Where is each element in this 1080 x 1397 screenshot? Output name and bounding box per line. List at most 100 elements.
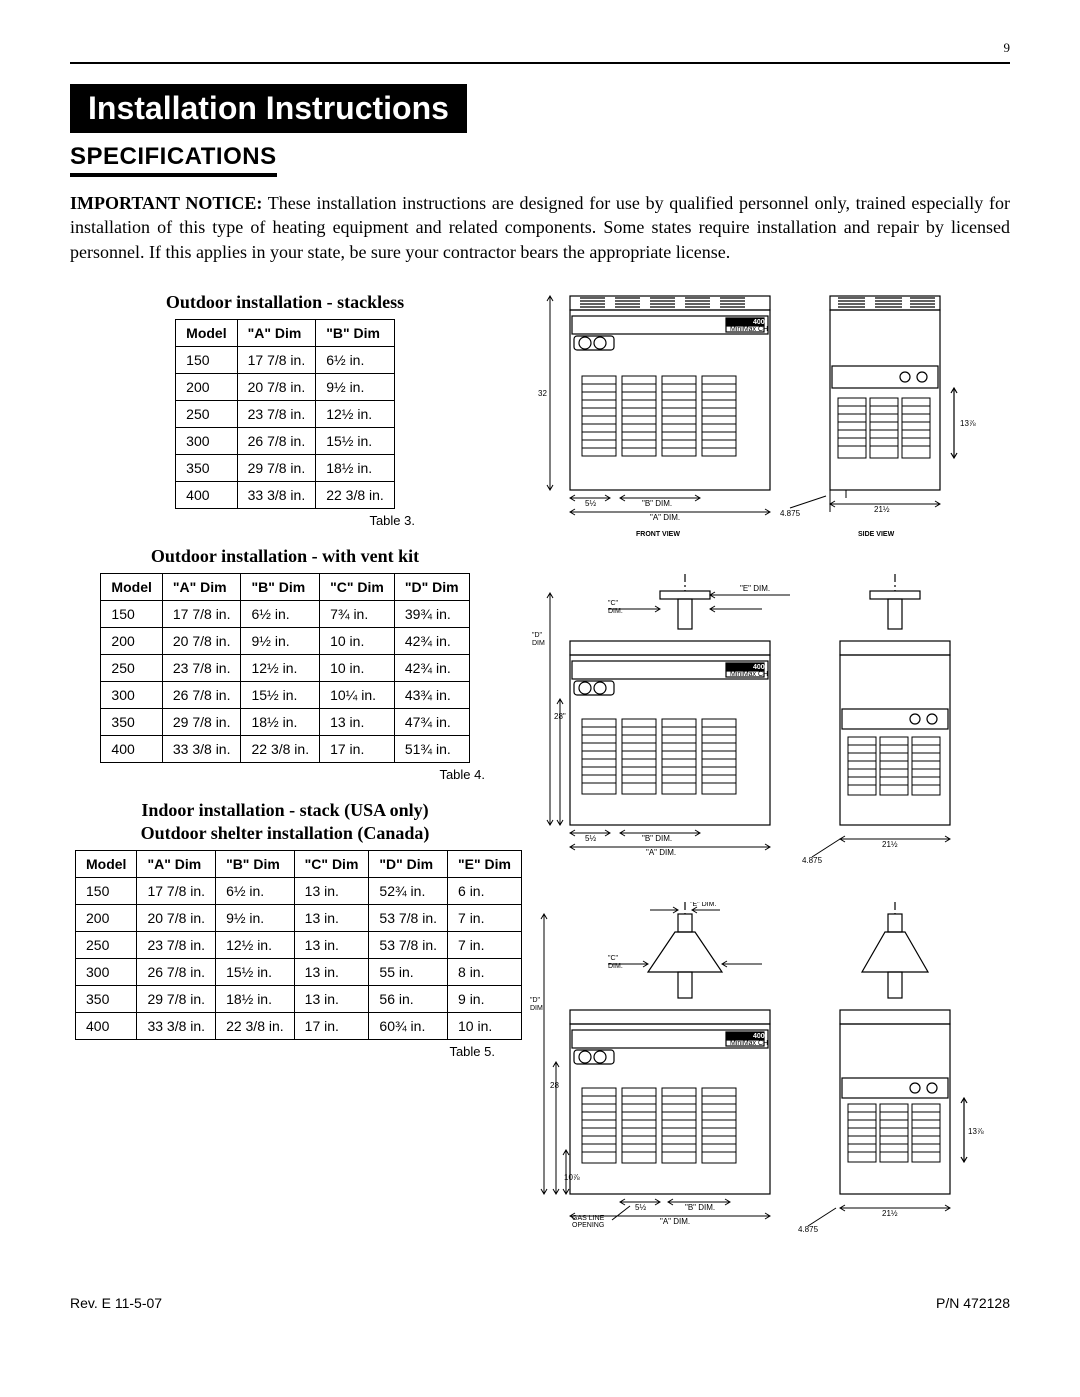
table-cell: 10 in. — [448, 1012, 522, 1039]
table4-caption: Table 4. — [85, 767, 485, 782]
table-cell: 56 in. — [369, 985, 448, 1012]
table-cell: 150 — [76, 877, 137, 904]
table-cell: 18½ in. — [241, 708, 320, 735]
table-cell: 13 in. — [294, 931, 369, 958]
table-cell: 13 in. — [294, 985, 369, 1012]
svg-text:"A" DIM.: "A" DIM. — [646, 848, 676, 857]
table-cell: 20 7/8 in. — [237, 373, 316, 400]
diagram-indoor-stack: "E" DIM. "C"DIM. "D"DIM 28 10⅞ GAS LINEO… — [530, 902, 1010, 1252]
table-cell: 52¾ in. — [369, 877, 448, 904]
table-cell: 12½ in. — [316, 400, 395, 427]
table-cell: 22 3/8 in. — [316, 481, 395, 508]
table-header: "E" Dim — [448, 850, 522, 877]
table-cell: 23 7/8 in. — [162, 654, 241, 681]
table5-title2: Outdoor shelter installation (Canada) — [70, 823, 500, 844]
svg-text:32: 32 — [538, 389, 547, 398]
table-row: 25023 7/8 in.12½ in. — [176, 400, 395, 427]
table-cell: 9½ in. — [216, 904, 295, 931]
footer-pn: P/N 472128 — [936, 1295, 1010, 1311]
table-cell: 26 7/8 in. — [237, 427, 316, 454]
table-cell: 17 in. — [294, 1012, 369, 1039]
table-header: "B" Dim — [216, 850, 295, 877]
table-header: "C" Dim — [294, 850, 369, 877]
svg-text:"B" DIM.: "B" DIM. — [642, 499, 672, 508]
table-row: 20020 7/8 in.9½ in.10 in.42¾ in. — [101, 627, 469, 654]
title-bar: Installation Instructions — [70, 84, 467, 133]
table-cell: 10 in. — [320, 654, 395, 681]
notice-lead: IMPORTANT NOTICE: — [70, 193, 262, 213]
svg-text:21½: 21½ — [882, 1209, 898, 1218]
svg-text:"E" DIM.: "E" DIM. — [740, 584, 770, 593]
table-row: 15017 7/8 in.6½ in.13 in.52¾ in.6 in. — [76, 877, 522, 904]
table-header: "A" Dim — [237, 319, 316, 346]
table-cell: 20 7/8 in. — [162, 627, 241, 654]
table-cell: 200 — [101, 627, 162, 654]
table-cell: 7 in. — [448, 904, 522, 931]
svg-text:OPENING: OPENING — [572, 1222, 604, 1229]
table5-title1: Indoor installation - stack (USA only) — [70, 800, 500, 821]
svg-text:"A" DIM.: "A" DIM. — [660, 1217, 690, 1226]
svg-text:DIM: DIM — [532, 640, 545, 647]
table-row: 25023 7/8 in.12½ in.10 in.42¾ in. — [101, 654, 469, 681]
svg-text:FRONT VIEW: FRONT VIEW — [636, 531, 680, 538]
svg-text:DIM.: DIM. — [608, 963, 623, 970]
table-cell: 6 in. — [448, 877, 522, 904]
table-cell: 39¾ in. — [394, 600, 469, 627]
table-cell: 18½ in. — [216, 985, 295, 1012]
table3-title: Outdoor installation - stackless — [70, 292, 500, 313]
table-header: "A" Dim — [162, 573, 241, 600]
table-cell: 53 7/8 in. — [369, 931, 448, 958]
table3-caption: Table 3. — [155, 513, 415, 528]
svg-text:13⅞: 13⅞ — [960, 419, 976, 428]
svg-text:400: 400 — [753, 319, 765, 326]
table-cell: 250 — [76, 931, 137, 958]
table-row: 35029 7/8 in.18½ in.13 in.56 in.9 in. — [76, 985, 522, 1012]
table-row: 35029 7/8 in.18½ in.13 in.47¾ in. — [101, 708, 469, 735]
table-header: Model — [76, 850, 137, 877]
table-row: 30026 7/8 in.15½ in.10¼ in.43¾ in. — [101, 681, 469, 708]
table-cell: 60¾ in. — [369, 1012, 448, 1039]
table-header: "A" Dim — [137, 850, 216, 877]
table-row: 40033 3/8 in.22 3/8 in. — [176, 481, 395, 508]
table-cell: 17 7/8 in. — [162, 600, 241, 627]
svg-text:"E" DIM.: "E" DIM. — [690, 902, 716, 908]
table-cell: 350 — [76, 985, 137, 1012]
page-number: 9 — [70, 40, 1010, 56]
table-cell: 33 3/8 in. — [162, 735, 241, 762]
table-row: 25023 7/8 in.12½ in.13 in.53 7/8 in.7 in… — [76, 931, 522, 958]
table-header: "B" Dim — [316, 319, 395, 346]
table-cell: 200 — [76, 904, 137, 931]
table-cell: 43¾ in. — [394, 681, 469, 708]
svg-text:13⅞: 13⅞ — [968, 1127, 984, 1136]
table-cell: 6½ in. — [241, 600, 320, 627]
important-notice: IMPORTANT NOTICE: These installation ins… — [70, 191, 1010, 264]
table-cell: 53 7/8 in. — [369, 904, 448, 931]
table-cell: 17 7/8 in. — [237, 346, 316, 373]
svg-text:MiniMax CH: MiniMax CH — [730, 671, 768, 678]
table-cell: 55 in. — [369, 958, 448, 985]
table-cell: 300 — [76, 958, 137, 985]
table-cell: 12½ in. — [241, 654, 320, 681]
svg-text:21½: 21½ — [882, 840, 898, 849]
svg-text:"D": "D" — [530, 997, 541, 1004]
table-cell: 15½ in. — [316, 427, 395, 454]
table4: Model"A" Dim"B" Dim"C" Dim"D" Dim 15017 … — [100, 573, 469, 763]
table-cell: 22 3/8 in. — [216, 1012, 295, 1039]
table-cell: 150 — [176, 346, 237, 373]
table-row: 20020 7/8 in.9½ in.13 in.53 7/8 in.7 in. — [76, 904, 522, 931]
table-header: "C" Dim — [320, 573, 395, 600]
diagram-vent-kit: "C"DIM. "E" DIM. "D"DIM 28" — [530, 569, 1010, 879]
table-cell: 9½ in. — [316, 373, 395, 400]
table-cell: 350 — [176, 454, 237, 481]
table-cell: 400 — [101, 735, 162, 762]
table-cell: 47¾ in. — [394, 708, 469, 735]
table-cell: 250 — [176, 400, 237, 427]
svg-text:"C": "C" — [608, 600, 619, 607]
svg-text:400: 400 — [753, 1033, 765, 1040]
svg-text:DIM: DIM — [530, 1005, 543, 1012]
table-cell: 9½ in. — [241, 627, 320, 654]
table-cell: 7¾ in. — [320, 600, 395, 627]
svg-text:10⅞: 10⅞ — [564, 1173, 580, 1182]
section-heading: SPECIFICATIONS — [70, 143, 277, 177]
table-cell: 20 7/8 in. — [137, 904, 216, 931]
